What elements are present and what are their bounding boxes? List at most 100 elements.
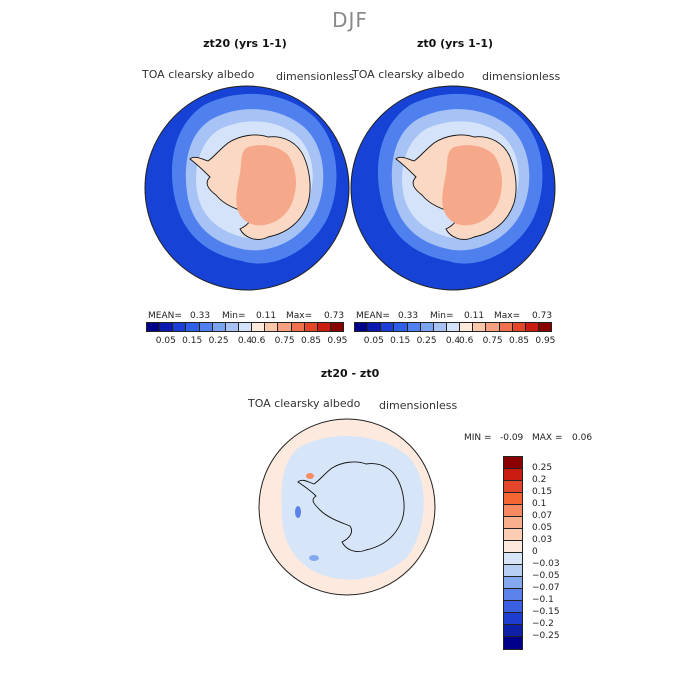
colorbar-swatch [407, 323, 421, 331]
panel-2-max: 0.73 [532, 311, 553, 321]
panel-1-variable: TOA clearsky albedo [142, 68, 255, 81]
colorbar-tick-label: 0.75 [274, 336, 295, 346]
diff-colorbar-tick-label: −0.2 [532, 619, 554, 629]
colorbar-tick-label: 0.6 [251, 336, 266, 346]
panel-2-title: zt0 (yrs 1-1) [416, 37, 494, 50]
colorbar-swatch [278, 323, 292, 331]
colorbar-swatch [381, 323, 395, 331]
diff-colorbar-tick-label: 0.03 [532, 535, 553, 545]
diff-colorbar-tick-label: 0.05 [532, 523, 553, 533]
panel-1-min-label: Min= [222, 311, 246, 321]
diff-colorbar-tick-label: −0.1 [532, 595, 554, 605]
colorbar-swatch [446, 323, 461, 331]
colorbar-tick-label: 0.05 [363, 336, 384, 346]
diff-positive-spot [306, 473, 314, 479]
diff-title: zt20 - zt0 [320, 367, 380, 380]
diff-colorbar-ticks: 0.25 0.2 0.15 0.1 0.07 0.05 0.03 0 −0.03 −0.05 −0.… [532, 456, 572, 648]
panel-1-units: dimensionless [276, 70, 355, 83]
map-border [350, 85, 556, 291]
panel-2-colorbar [354, 322, 552, 332]
colorbar-swatch [486, 323, 500, 331]
panel-1-colorbar [146, 322, 344, 332]
diff-antarctica-outline [297, 461, 405, 553]
diff-colorbar-tick-label: −0.03 [532, 559, 560, 569]
panel-1-min: 0.11 [256, 311, 277, 321]
diff-max-label: MAX = [532, 433, 563, 443]
ice-plateau [442, 145, 502, 226]
colorbar-tick-label: 0.25 [208, 336, 229, 346]
diff-colorbar-swatch [504, 577, 522, 589]
colorbar-tick-label: 0.4 [237, 336, 253, 346]
map-border [144, 85, 350, 291]
diff-colorbar-tick-label: 0.2 [532, 475, 547, 485]
colorbar-swatch [186, 323, 200, 331]
colorbar-swatch [512, 323, 526, 331]
diff-colorbar-tick-label: −0.15 [532, 607, 560, 617]
diff-map-border [258, 418, 436, 596]
colorbar-swatch [538, 323, 552, 331]
diff-units: dimensionless [379, 399, 458, 412]
colorbar-swatch [238, 323, 253, 331]
colorbar-swatch [173, 323, 187, 331]
colorbar-swatch [160, 323, 174, 331]
diff-colorbar-swatch [504, 541, 522, 553]
colorbar-swatch [473, 323, 487, 331]
panel-1-colorbar-ticks: 0.05 0.15 0.25 0.4 0.6 0.75 0.85 0.95 [146, 336, 348, 348]
diff-variable: TOA clearsky albedo [248, 397, 361, 410]
colorbar-swatch [394, 323, 408, 331]
colorbar-swatch [355, 323, 369, 331]
colorbar-tick-label: 0.15 [390, 336, 411, 346]
panel-1-map [144, 85, 350, 291]
colorbar-swatch [420, 323, 434, 331]
panel-2-units: dimensionless [482, 70, 561, 83]
diff-map [258, 418, 436, 596]
diff-colorbar-tick-label: −0.05 [532, 571, 560, 581]
panel-2-min-label: Min= [430, 311, 454, 321]
panel-2-mean: 0.33 [398, 311, 419, 321]
panel-1-max: 0.73 [324, 311, 345, 321]
diff-colorbar-swatch [504, 505, 522, 517]
diff-colorbar-swatch [504, 565, 522, 577]
panel-2-colorbar-ticks: 0.05 0.15 0.25 0.4 0.6 0.75 0.85 0.95 [354, 336, 556, 348]
colorbar-tick-label: 0.15 [182, 336, 203, 346]
diff-min-label: MIN = [464, 433, 492, 443]
diff-colorbar-tick-label: 0.15 [532, 487, 553, 497]
diff-colorbar [503, 456, 523, 650]
panel-1-title: zt20 (yrs 1-1) [203, 37, 287, 50]
colorbar-swatch [499, 323, 513, 331]
diff-colorbar-swatch [504, 613, 522, 625]
diff-colorbar-tick-label: 0.07 [532, 511, 553, 521]
diff-colorbar-tick-label: −0.25 [532, 631, 560, 641]
diff-negative-spot [309, 555, 319, 561]
colorbar-tick-label: 0.95 [535, 336, 556, 346]
panel-1-mean: 0.33 [190, 311, 211, 321]
diff-colorbar-swatch [504, 529, 522, 541]
diff-colorbar-tick-label: −0.07 [532, 583, 560, 593]
diff-colorbar-tick-label: 0.1 [532, 499, 547, 509]
colorbar-swatch [225, 323, 239, 331]
season-title: DJF [332, 8, 368, 32]
colorbar-tick-label: 0.85 [508, 336, 530, 346]
panel-1-max-label: Max= [286, 311, 313, 321]
colorbar-swatch [317, 323, 331, 331]
panel-2-max-label: Max= [494, 311, 521, 321]
diff-colorbar-swatch [504, 481, 522, 493]
diff-colorbar-tick-label: 0.25 [532, 463, 553, 473]
diff-colorbar-swatch [504, 601, 522, 613]
diff-min: -0.09 [500, 433, 524, 443]
diff-colorbar-swatch [504, 625, 522, 637]
colorbar-swatch [212, 323, 226, 331]
colorbar-tick-label: 0.6 [459, 336, 474, 346]
colorbar-swatch [460, 323, 474, 331]
colorbar-swatch [291, 323, 305, 331]
panel-2-mean-label: MEAN= [356, 311, 390, 321]
panel-2-min: 0.11 [464, 311, 485, 321]
diff-colorbar-swatch [504, 589, 522, 601]
diff-colorbar-swatch [504, 637, 522, 649]
colorbar-tick-label: 0.75 [482, 336, 503, 346]
diff-colorbar-swatch [504, 469, 522, 481]
colorbar-swatch [525, 323, 539, 331]
ice-plateau [236, 145, 296, 226]
panel-1-mean-label: MEAN= [148, 311, 182, 321]
diff-colorbar-tick-label: 0 [532, 547, 538, 557]
